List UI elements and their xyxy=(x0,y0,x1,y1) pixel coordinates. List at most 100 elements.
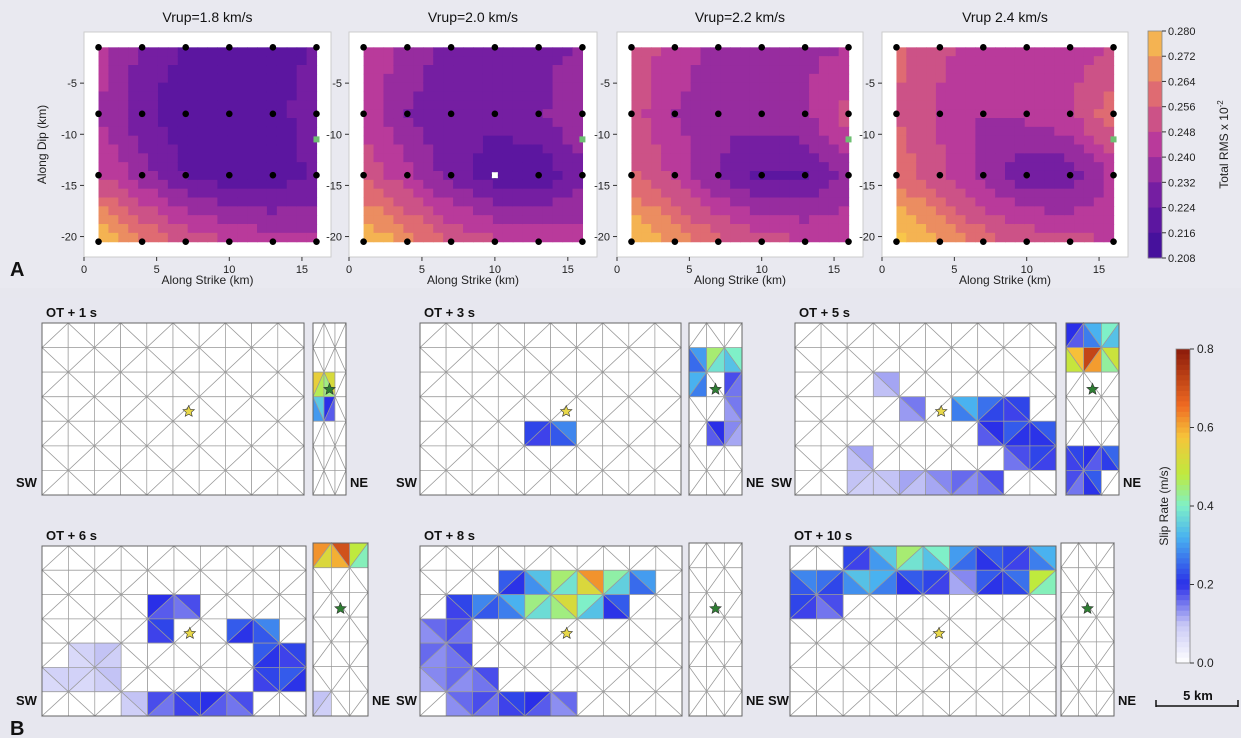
rms-contour-cell xyxy=(207,188,219,199)
colorbar-segment xyxy=(1176,589,1190,596)
rms-contour-cell xyxy=(749,144,761,154)
rms-contour-cell xyxy=(1083,109,1095,119)
rms-contour-cell xyxy=(453,215,464,225)
rms-contour-cell xyxy=(740,197,751,207)
rms-contour-cell xyxy=(995,188,1006,199)
sample-point xyxy=(225,110,233,118)
rms-contour-cell xyxy=(453,126,464,137)
rms-contour-cell xyxy=(710,56,721,66)
colorbar-segment xyxy=(1176,349,1190,355)
rms-contour-cell xyxy=(552,232,564,243)
rms-contour-cell xyxy=(276,162,288,172)
sample-point xyxy=(225,171,233,179)
rms-contour-cell xyxy=(720,100,731,110)
rms-contour-cell xyxy=(296,135,308,146)
rms-contour-cell xyxy=(799,215,810,225)
rms-contour-cell xyxy=(403,135,414,146)
x-tick-label: 5 xyxy=(154,264,160,276)
rms-contour-cell xyxy=(532,215,544,225)
rms-contour-cell xyxy=(393,188,404,199)
rms-contour-cell xyxy=(138,144,149,154)
rms-contour-cell xyxy=(363,82,375,93)
rms-contour-cell xyxy=(809,82,820,93)
rms-contour-cell xyxy=(128,126,139,137)
rms-contour-cell xyxy=(237,179,248,190)
rms-contour-cell xyxy=(965,56,977,66)
colorbar-segment xyxy=(1176,610,1190,617)
rms-contour-cell xyxy=(1014,73,1026,84)
rms-contour-cell xyxy=(413,109,424,119)
rms-contour-cell xyxy=(286,118,298,128)
rms-contour-cell xyxy=(463,206,474,216)
rms-contour-cell xyxy=(740,100,751,110)
rms-contour-cell xyxy=(1093,100,1105,110)
rms-contour-cell xyxy=(1014,91,1026,101)
rms-contour-cell xyxy=(403,144,414,154)
rms-contour-cell xyxy=(838,144,850,154)
rms-contour-cell xyxy=(955,109,967,119)
rms-contour-cell xyxy=(108,109,119,119)
rms-contour-cell xyxy=(749,206,761,216)
rms-contour-cell xyxy=(926,47,937,57)
rms-contour-cell xyxy=(482,206,494,216)
rms-contour-cell xyxy=(955,179,967,190)
y-tick-label: -20 xyxy=(326,232,342,244)
rms-contour-cell xyxy=(247,73,258,84)
rms-contour-cell xyxy=(1083,162,1095,172)
rms-contour-cell xyxy=(700,179,712,190)
rms-contour-cell xyxy=(1044,188,1055,199)
rms-contour-cell xyxy=(148,118,159,128)
rms-contour-cell xyxy=(562,109,574,119)
rms-contour-cell xyxy=(433,65,444,75)
rms-contour-cell xyxy=(1074,215,1085,225)
rms-contour-cell xyxy=(383,65,395,75)
rms-contour-cell xyxy=(157,179,169,190)
rms-contour-cell xyxy=(532,206,544,216)
rms-contour-cell xyxy=(542,223,554,234)
rms-contour-cell xyxy=(512,170,524,181)
rms-contour-cell xyxy=(502,206,514,216)
rms-contour-cell xyxy=(749,82,761,93)
rms-contour-cell xyxy=(926,82,937,93)
rms-contour-cell xyxy=(799,100,810,110)
rms-contour-cell xyxy=(296,162,308,172)
rms-contour-cell xyxy=(257,109,268,119)
rms-contour-cell xyxy=(700,126,712,137)
rms-contour-cell xyxy=(383,215,395,225)
rms-contour-cell xyxy=(975,56,986,66)
rms-contour-cell xyxy=(306,100,318,110)
rms-contour-cell xyxy=(749,109,761,119)
rms-contour-cell xyxy=(985,162,996,172)
rms-contour-cell xyxy=(955,135,967,146)
rms-contour-cell xyxy=(227,65,238,75)
colorbar-segment xyxy=(1176,574,1190,580)
rms-contour-cell xyxy=(926,73,937,84)
rms-contour-cell xyxy=(995,82,1006,93)
rms-contour-cell xyxy=(542,162,554,172)
colorbar-segment xyxy=(1176,647,1190,654)
rms-contour-cell xyxy=(690,100,702,110)
rms-contour-cell xyxy=(492,179,504,190)
rms-contour-cell xyxy=(1005,100,1016,110)
rms-contour-cell xyxy=(700,162,712,172)
rms-contour-cell xyxy=(237,153,248,163)
rms-contour-cell xyxy=(502,188,514,199)
rms-contour-cell xyxy=(296,100,308,110)
rms-contour-cell xyxy=(167,82,179,93)
rms-contour-cell xyxy=(167,56,179,66)
rms-contour-cell xyxy=(906,56,917,66)
rms-contour-cell xyxy=(247,126,258,137)
rms-contour-cell xyxy=(641,162,652,172)
rms-contour-cell xyxy=(1024,65,1036,75)
rms-contour-cell xyxy=(1103,100,1115,110)
rms-contour-cell xyxy=(413,135,424,146)
fault-end-label-left: SW xyxy=(16,475,38,490)
rms-contour-cell xyxy=(207,91,219,101)
rms-contour-cell xyxy=(227,47,238,57)
rms-contour-cell xyxy=(257,162,268,172)
rms-contour-cell xyxy=(809,109,820,119)
rms-contour-cell xyxy=(799,91,810,101)
rms-contour-cell xyxy=(552,118,564,128)
rms-contour-cell xyxy=(670,215,682,225)
rms-contour-cell xyxy=(167,47,179,57)
